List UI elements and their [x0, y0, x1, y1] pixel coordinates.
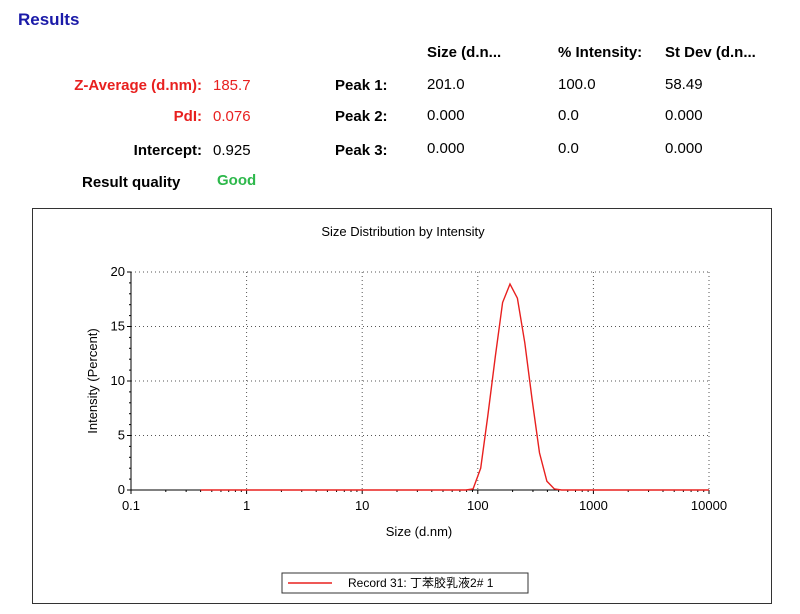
y-tick-label: 10 — [111, 373, 125, 388]
legend-box — [281, 572, 529, 594]
results-title: Results — [18, 10, 80, 29]
result-quality-value: Good — [217, 172, 257, 189]
z-average-value: 185.7 — [213, 77, 251, 94]
result-quality-label: Result quality — [82, 174, 181, 191]
y-tick-label: 20 — [111, 264, 125, 279]
intercept-label: Intercept: — [133, 142, 202, 159]
peak-stdev: 0.000 — [665, 140, 703, 157]
peak-size: 0.000 — [427, 140, 465, 157]
x-tick-label: 1000 — [579, 498, 608, 513]
pdi-label: PdI: — [173, 108, 202, 125]
stdev-column-header: St Dev (d.n... — [665, 44, 756, 61]
chart-title: Size Distribution by Intensity — [321, 224, 485, 239]
peak-label: Peak 3: — [335, 142, 388, 159]
y-tick-label: 5 — [118, 428, 125, 443]
y-axis-label: Intensity (Percent) — [85, 328, 100, 434]
pdi-value: 0.076 — [213, 108, 251, 125]
y-tick-label: 15 — [111, 319, 125, 334]
peak-intensity: 0.0 — [558, 140, 579, 157]
y-tick-label: 0 — [118, 482, 125, 497]
peak-stdev: 0.000 — [665, 107, 703, 124]
peak-stdev: 58.49 — [665, 76, 703, 93]
size-column-header: Size (d.n... — [427, 44, 502, 61]
peak-intensity: 0.0 — [558, 107, 579, 124]
x-tick-label: 1 — [243, 498, 250, 513]
series-line — [200, 282, 709, 491]
peak-intensity: 100.0 — [558, 76, 596, 93]
peak-size: 201.0 — [427, 76, 465, 93]
intercept-value: 0.925 — [213, 142, 251, 159]
x-axis-label: Size (d.nm) — [386, 524, 452, 539]
legend: Record 31: 丁苯胶乳液2# 1 — [281, 572, 529, 594]
peak-label: Peak 2: — [335, 108, 388, 125]
size-distribution-chart: Size Distribution by Intensity 0.1 1 10 100… — [85, 224, 727, 594]
x-tick-label: 100 — [467, 498, 489, 513]
z-average-label: Z-Average (d.nm): — [74, 77, 202, 94]
peak-size: 0.000 — [427, 107, 465, 124]
intensity-column-header: % Intensity: — [558, 44, 643, 61]
x-tick-label: 10 — [355, 498, 369, 513]
legend-label: Record 31: 丁苯胶乳液2# 1 — [348, 575, 494, 590]
peak-label: Peak 1: — [335, 77, 388, 94]
x-tick-label: 10000 — [691, 498, 727, 513]
chart-frame: Size Distribution by Intensity 0.1 1 10 100… — [32, 208, 772, 604]
x-tick-label: 0.1 — [122, 498, 140, 513]
